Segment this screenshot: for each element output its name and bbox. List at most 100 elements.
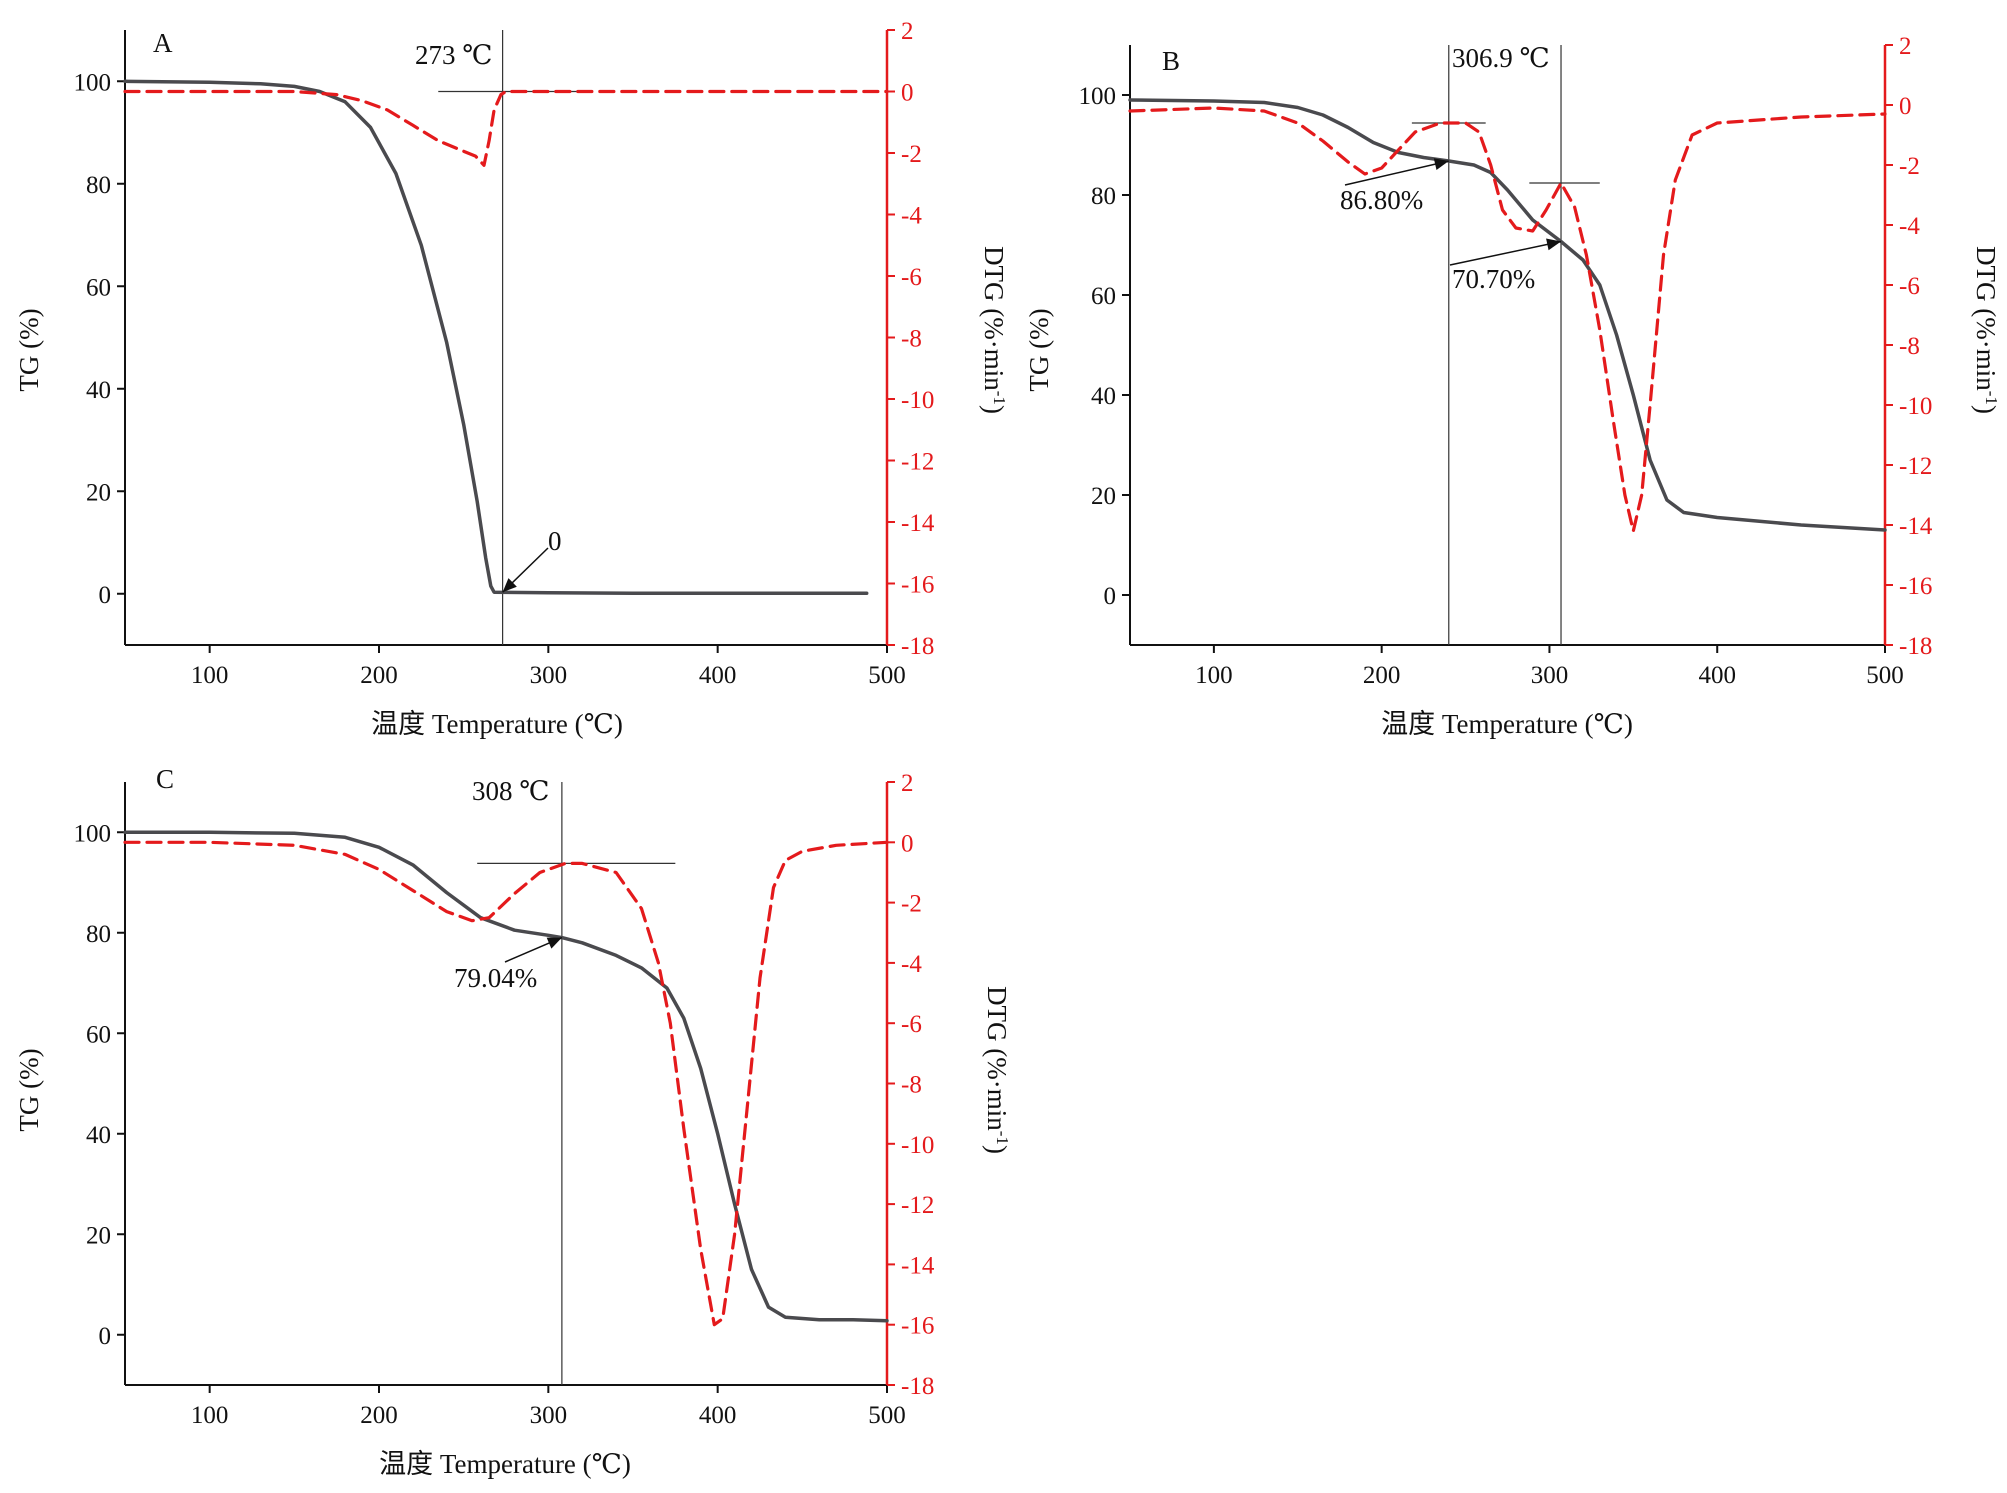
chart-panel-b: B TG (%) DTG (%·min-1) 温度 Temperature (℃…: [1010, 0, 2007, 750]
tg-tick-label: 60: [86, 1021, 111, 1048]
tg-axis-title: TG (%): [1024, 308, 1054, 391]
tg-tick-label: 0: [99, 1323, 112, 1350]
tg-axis-title: TG (%): [14, 1048, 44, 1131]
dtg-tick-label: 2: [901, 770, 914, 797]
x-tick-label: 300: [530, 662, 568, 689]
dtg-tick-label: 2: [1899, 33, 1912, 60]
annotation-residue: 0: [548, 526, 562, 556]
tg-tick-label: 80: [86, 921, 111, 948]
dtg-tick-label: -4: [901, 203, 922, 230]
x-axis-title: 温度 Temperature (℃): [371, 709, 623, 739]
annotation-arrow-line: [1344, 160, 1449, 186]
dtg-tick-label: -18: [901, 633, 934, 660]
dtg-tick-label: -4: [901, 951, 922, 978]
dtg-tick-label: -14: [901, 1252, 935, 1279]
tg-tick-label: 80: [86, 172, 111, 199]
x-tick-label: 200: [360, 1402, 398, 1429]
dtg-tick-label: 0: [1899, 93, 1912, 120]
tg-curve: [1128, 98, 1887, 532]
dtg-tick-label: -16: [1899, 573, 1932, 600]
annotation-peak-temp: 273 ℃: [415, 40, 492, 70]
dtg-curve: [1128, 106, 1887, 533]
dtg-curve: [123, 89, 889, 167]
annotation-arrow-head: [1433, 158, 1449, 171]
chart-b-svg: B TG (%) DTG (%·min-1) 温度 Temperature (℃…: [1024, 33, 2002, 739]
dtg-tick-label: 0: [901, 830, 914, 857]
dtg-axis-title: DTG (%·min-1): [982, 986, 1013, 1154]
annotation-mass-1: 86.80%: [1340, 185, 1423, 215]
dtg-tick-label: -10: [901, 387, 934, 414]
dtg-tick-label: -2: [901, 891, 922, 918]
x-tick-label: 500: [868, 662, 906, 689]
dtg-axis-title: DTG (%·min-1): [1971, 246, 2002, 414]
tg-axis-title: TG (%): [14, 308, 44, 391]
dtg-tick-label: -12: [901, 1192, 934, 1219]
tg-tick-label: 40: [1091, 383, 1116, 410]
dtg-tick-label: -8: [901, 326, 922, 353]
tg-curve: [123, 79, 869, 595]
dtg-tick-label: -6: [1899, 273, 1920, 300]
annotation-arrow-head: [546, 937, 562, 949]
panel-label-c: C: [156, 764, 174, 794]
dtg-tick-label: -8: [901, 1072, 922, 1099]
x-tick-label: 100: [191, 1402, 229, 1429]
annotation-mass: 79.04%: [454, 963, 537, 993]
tg-tick-label: 20: [86, 479, 111, 506]
dtg-tick-label: -18: [1899, 633, 1932, 660]
tg-tick-label: 40: [86, 1122, 111, 1149]
dtg-tick-label: -14: [1899, 513, 1933, 540]
x-tick-label: 100: [191, 662, 229, 689]
x-tick-label: 500: [1866, 662, 1904, 689]
x-tick-label: 200: [1363, 662, 1401, 689]
tg-curve: [123, 830, 889, 1323]
dtg-tick-label: -6: [901, 1011, 922, 1038]
dtg-curve: [123, 840, 889, 1327]
dtg-tick-label: -12: [1899, 453, 1932, 480]
dtg-tick-label: -10: [901, 1132, 934, 1159]
tg-tick-label: 40: [86, 377, 111, 404]
chart-panel-c: C TG (%) DTG (%·min-1) 温度 Temperature (℃…: [0, 740, 1013, 1493]
tg-tick-label: 60: [1091, 283, 1116, 310]
x-axis-title: 温度 Temperature (℃): [1381, 709, 1633, 739]
tg-tick-label: 100: [74, 820, 112, 847]
annotation-arrow-head: [502, 578, 517, 593]
dtg-tick-label: -18: [901, 1373, 934, 1400]
dtg-tick-label: -14: [901, 510, 935, 537]
dtg-tick-label: 0: [901, 80, 914, 107]
dtg-tick-label: 2: [901, 18, 914, 45]
annotation-peak-temp: 306.9 ℃: [1452, 43, 1550, 73]
dtg-tick-label: -4: [1899, 213, 1920, 240]
chart-panel-a: A TG (%) DTG (%·min-1) 温度 Temperature (℃…: [0, 0, 1010, 750]
x-tick-label: 100: [1195, 662, 1233, 689]
tg-tick-label: 100: [74, 69, 112, 96]
dtg-tick-label: -16: [901, 572, 934, 599]
dtg-tick-label: -2: [901, 141, 922, 168]
dtg-tick-label: -10: [1899, 393, 1932, 420]
dtg-axis-title: DTG (%·min-1): [979, 246, 1010, 414]
x-tick-label: 500: [868, 1402, 906, 1429]
x-tick-label: 400: [699, 1402, 737, 1429]
x-tick-label: 300: [530, 1402, 568, 1429]
annotation-arrow-line: [1449, 240, 1562, 266]
tg-tick-label: 80: [1091, 183, 1116, 210]
tg-tick-label: 0: [99, 582, 112, 609]
tg-tick-label: 20: [86, 1222, 111, 1249]
annotation-mass-2: 70.70%: [1452, 264, 1535, 294]
tg-tick-label: 20: [1091, 483, 1116, 510]
dtg-tick-label: -16: [901, 1313, 934, 1340]
x-tick-label: 400: [699, 662, 737, 689]
chart-a-svg: A TG (%) DTG (%·min-1) 温度 Temperature (℃…: [14, 18, 1010, 739]
dtg-tick-label: -12: [901, 449, 934, 476]
chart-c-svg: C TG (%) DTG (%·min-1) 温度 Temperature (℃…: [14, 764, 1013, 1479]
panel-label-a: A: [153, 28, 173, 58]
tg-tick-label: 100: [1079, 83, 1117, 110]
dtg-tick-label: -8: [1899, 333, 1920, 360]
annotation-peak-temp: 308 ℃: [472, 776, 549, 806]
tg-tick-label: 60: [86, 274, 111, 301]
x-tick-label: 300: [1531, 662, 1569, 689]
tg-tick-label: 0: [1104, 583, 1117, 610]
dtg-tick-label: -2: [1899, 153, 1920, 180]
dtg-tick-label: -6: [901, 264, 922, 291]
annotation-arrow-head: [1546, 238, 1562, 251]
panel-label-b: B: [1162, 46, 1180, 76]
